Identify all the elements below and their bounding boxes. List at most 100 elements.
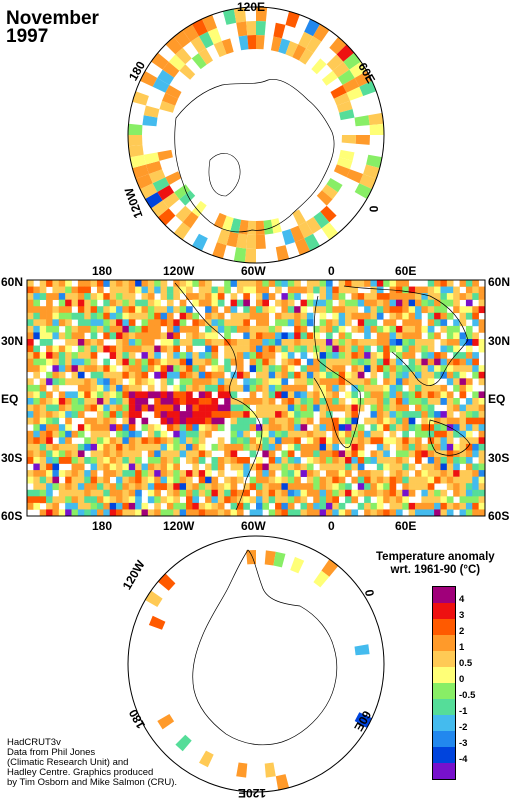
anomaly-cell (71, 371, 79, 379)
anomaly-cell (243, 339, 250, 346)
anomaly-cell (268, 384, 276, 392)
anomaly-cell (383, 299, 390, 307)
anomaly-cell (351, 476, 359, 484)
anomaly-cell (65, 443, 72, 451)
anomaly-cell (478, 450, 486, 458)
anomaly-cell (109, 280, 117, 287)
anomaly-cell (90, 424, 98, 432)
anomaly-cell (243, 332, 250, 340)
anomaly-cell (446, 398, 454, 405)
anomaly-cell (39, 450, 47, 458)
anomaly-cell (179, 437, 187, 445)
anomaly-cell (459, 371, 467, 379)
anomaly-cell (287, 280, 295, 287)
anomaly-cell (103, 365, 110, 373)
anomaly-cell (103, 358, 110, 366)
anomaly-cell (351, 437, 359, 445)
anomaly-cell (52, 450, 60, 458)
map-title: November 1997 (6, 9, 99, 46)
anomaly-cell (434, 384, 441, 392)
anomaly-cell (160, 411, 168, 418)
anomaly-cell (84, 293, 91, 300)
anomaly-cell (141, 404, 149, 412)
anomaly-cell (306, 417, 314, 425)
anomaly-cell (459, 391, 467, 399)
anomaly-cell (230, 384, 238, 392)
anomaly-cell (33, 443, 41, 451)
anomaly-cell (472, 398, 479, 405)
anomaly-cell (90, 404, 98, 412)
anomaly-cell (345, 280, 352, 287)
anomaly-cell (71, 358, 79, 366)
anomaly-cell (287, 391, 295, 399)
map-coastlines (174, 282, 471, 511)
anomaly-cell (116, 483, 123, 491)
anomaly-cell (198, 398, 206, 405)
anomaly-cell (472, 319, 479, 327)
anomaly-cell (313, 332, 320, 340)
anomaly-cell (351, 404, 359, 412)
anomaly-cell (27, 358, 34, 366)
anomaly-cell (103, 502, 110, 510)
anomaly-cell (453, 450, 460, 458)
anomaly-cell (166, 371, 174, 379)
anomaly-cell (192, 411, 200, 418)
anomaly-cell (128, 280, 136, 287)
anomaly-cell (357, 384, 365, 392)
anomaly-cell (383, 339, 390, 346)
anomaly-cell (65, 312, 72, 320)
anomaly-cell (90, 358, 98, 366)
anomaly-cell (395, 384, 403, 392)
anomaly-cell (427, 378, 435, 386)
anomaly-cell (205, 352, 212, 359)
anomaly-cell (376, 398, 384, 405)
anomaly-cell (440, 509, 448, 517)
anomaly-cell (325, 398, 333, 405)
anomaly-cell (281, 365, 289, 373)
anomaly-cell (268, 352, 276, 359)
anomaly-cell (434, 470, 441, 477)
anomaly-cell (325, 509, 333, 517)
anomaly-cell (465, 345, 473, 353)
anomaly-cell (39, 496, 47, 504)
anomaly-cell (198, 391, 206, 399)
anomaly-cell (173, 286, 180, 294)
anomaly-cell (402, 489, 409, 497)
anomaly-cell (84, 358, 91, 366)
anomaly-cell (421, 391, 429, 399)
anomaly-cell (71, 443, 79, 451)
anomaly-cell (281, 417, 289, 425)
anomaly-cell (465, 293, 473, 300)
anomaly-cell (262, 437, 270, 445)
anomaly-cell (370, 371, 378, 379)
anomaly-cell (122, 483, 130, 491)
anomaly-cell (395, 502, 403, 510)
anomaly-cell (383, 378, 390, 386)
anomaly-cell (465, 352, 473, 359)
anomaly-cell (351, 424, 359, 432)
anomaly-cell (402, 352, 409, 359)
anomaly-cell (71, 293, 79, 300)
anomaly-cell (268, 496, 276, 504)
anomaly-cell (122, 286, 130, 294)
anomaly-cell (243, 319, 250, 327)
anomaly-cell (173, 352, 180, 359)
anomaly-cell (434, 332, 441, 340)
anomaly-cell (357, 339, 365, 346)
polar-anomaly-cell (292, 44, 306, 61)
anomaly-cell (446, 404, 454, 412)
anomaly-cell (90, 502, 98, 510)
anomaly-cell (287, 457, 295, 464)
polar-anomaly-cell (316, 190, 333, 206)
polar-anomaly-cell (246, 234, 256, 249)
anomaly-cell (453, 489, 460, 497)
anomaly-cell (453, 286, 460, 294)
anomaly-cell (332, 358, 339, 366)
anomaly-cell (90, 443, 98, 451)
anomaly-cell (275, 378, 282, 386)
anomaly-cell (77, 319, 85, 327)
anomaly-cell (96, 509, 104, 517)
anomaly-cell (395, 489, 403, 497)
anomaly-cell (402, 391, 409, 399)
anomaly-cell (122, 411, 130, 418)
